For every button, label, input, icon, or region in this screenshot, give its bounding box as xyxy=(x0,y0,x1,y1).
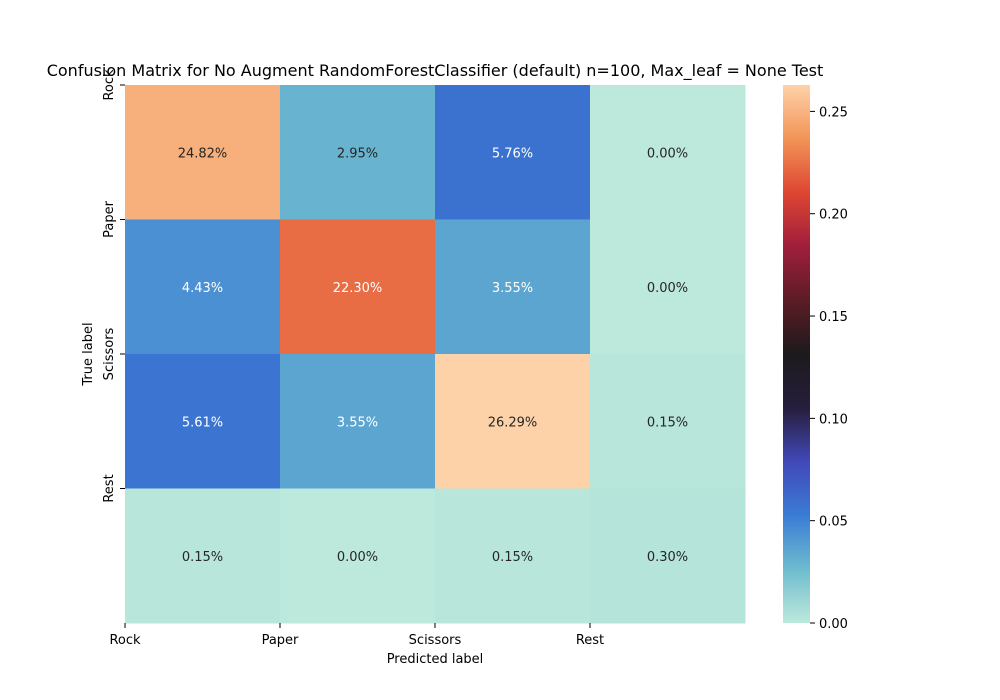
heatmap-cell xyxy=(280,488,436,624)
heatmap-cell xyxy=(435,354,591,489)
heatmap-cell xyxy=(280,354,436,489)
cell-label: 5.61% xyxy=(182,415,223,430)
colorbar-tick-label: 0.10 xyxy=(819,412,848,427)
colorbar-tick-label: 0.05 xyxy=(819,515,848,530)
x-tick-label: Rock xyxy=(109,633,141,648)
cell-label: 2.95% xyxy=(337,146,378,161)
cell-label: 24.82% xyxy=(178,146,228,161)
x-axis-ticks: Rock Paper Scissors Rest xyxy=(109,623,604,648)
heatmap-cell xyxy=(125,488,281,624)
cell-label: 0.00% xyxy=(647,146,688,161)
heatmap-cell xyxy=(590,354,746,489)
cell-label: 26.29% xyxy=(488,415,538,430)
heatmap-cell xyxy=(590,488,746,624)
colorbar-tick-label: 0.00 xyxy=(819,617,848,632)
heatmap-cell xyxy=(280,85,436,220)
chart-title: Confusion Matrix for No Augment RandomFo… xyxy=(47,61,824,81)
heatmap-cell xyxy=(590,219,746,355)
y-tick-label: Paper xyxy=(102,200,117,237)
x-tick-label: Rest xyxy=(576,633,604,648)
heatmap-cell xyxy=(125,219,281,355)
heatmap-cell xyxy=(590,85,746,220)
x-tick-label: Scissors xyxy=(409,633,462,648)
cell-label: 0.15% xyxy=(182,550,223,565)
heatmap-cell xyxy=(125,85,281,220)
cell-label: 5.76% xyxy=(492,146,533,161)
heatmap-cell xyxy=(435,219,591,355)
heatmap-cell xyxy=(125,354,281,489)
heatmap-cell xyxy=(280,219,436,355)
y-tick-label: Scissors xyxy=(102,327,117,380)
cell-label: 3.55% xyxy=(492,281,533,296)
colorbar-tick-label: 0.25 xyxy=(819,105,848,120)
colorbar-tick-label: 0.20 xyxy=(819,208,848,223)
x-axis-label: Predicted label xyxy=(387,652,484,667)
heatmap-cell xyxy=(435,85,591,220)
cell-label: 0.15% xyxy=(492,550,533,565)
y-axis-ticks: Rock Paper Scissors Rest xyxy=(102,69,125,503)
cell-label: 22.30% xyxy=(333,281,383,296)
heatmap-cell xyxy=(435,488,591,624)
cell-label: 0.15% xyxy=(647,415,688,430)
cell-label: 4.43% xyxy=(182,281,223,296)
colorbar xyxy=(783,85,810,623)
y-axis-label: True label xyxy=(81,322,96,386)
cell-label: 3.55% xyxy=(337,415,378,430)
cell-label: 0.00% xyxy=(337,550,378,565)
colorbar-tick-label: 0.15 xyxy=(819,310,848,325)
cell-label: 0.30% xyxy=(647,550,688,565)
heatmap-cells: 24.82% 2.95% 5.76% 0.00% 4.43% 22.30% 3.55% 0.0… xyxy=(125,85,746,624)
y-tick-label: Rest xyxy=(102,474,117,502)
y-tick-label: Rock xyxy=(102,69,117,101)
cell-label: 0.00% xyxy=(647,281,688,296)
colorbar-ticks: 0.00 0.05 0.10 0.15 0.20 0.25 xyxy=(810,105,848,632)
x-tick-label: Paper xyxy=(262,633,299,648)
